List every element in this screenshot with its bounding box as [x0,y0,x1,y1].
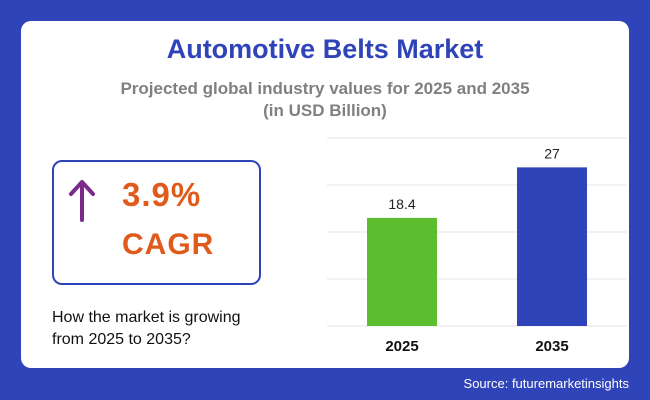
growth-question: How the market is growing from 2025 to 2… [52,307,292,351]
subtitle: Projected global industry values for 202… [21,78,629,122]
bar-2025 [367,217,437,326]
cagr-label: CAGR [122,228,215,261]
subtitle-line-1: Projected global industry values for 202… [120,79,530,98]
data-label-2025: 18.4 [388,196,415,212]
question-line-2: from 2025 to 2035? [52,331,191,348]
subtitle-line-2: (in USD Billion) [263,101,387,120]
cagr-box: 3.9% CAGR [52,160,261,285]
page-title: Automotive Belts Market [166,34,484,64]
x-tick-label-2025: 2025 [385,338,418,355]
source-note: Source: futuremarketinsights [463,376,629,391]
bar-2035 [517,167,587,326]
bar-chart: 18.4 2025 27 2035 [327,137,627,355]
question-line-1: How the market is growing [52,309,241,326]
data-label-2035: 27 [544,145,560,161]
infographic-card: Automotive Belts Market Projected global… [21,21,629,368]
x-tick-label-2035: 2035 [535,338,568,355]
cagr-value: 3.9% [122,176,202,213]
arrow-up-icon [69,180,95,222]
